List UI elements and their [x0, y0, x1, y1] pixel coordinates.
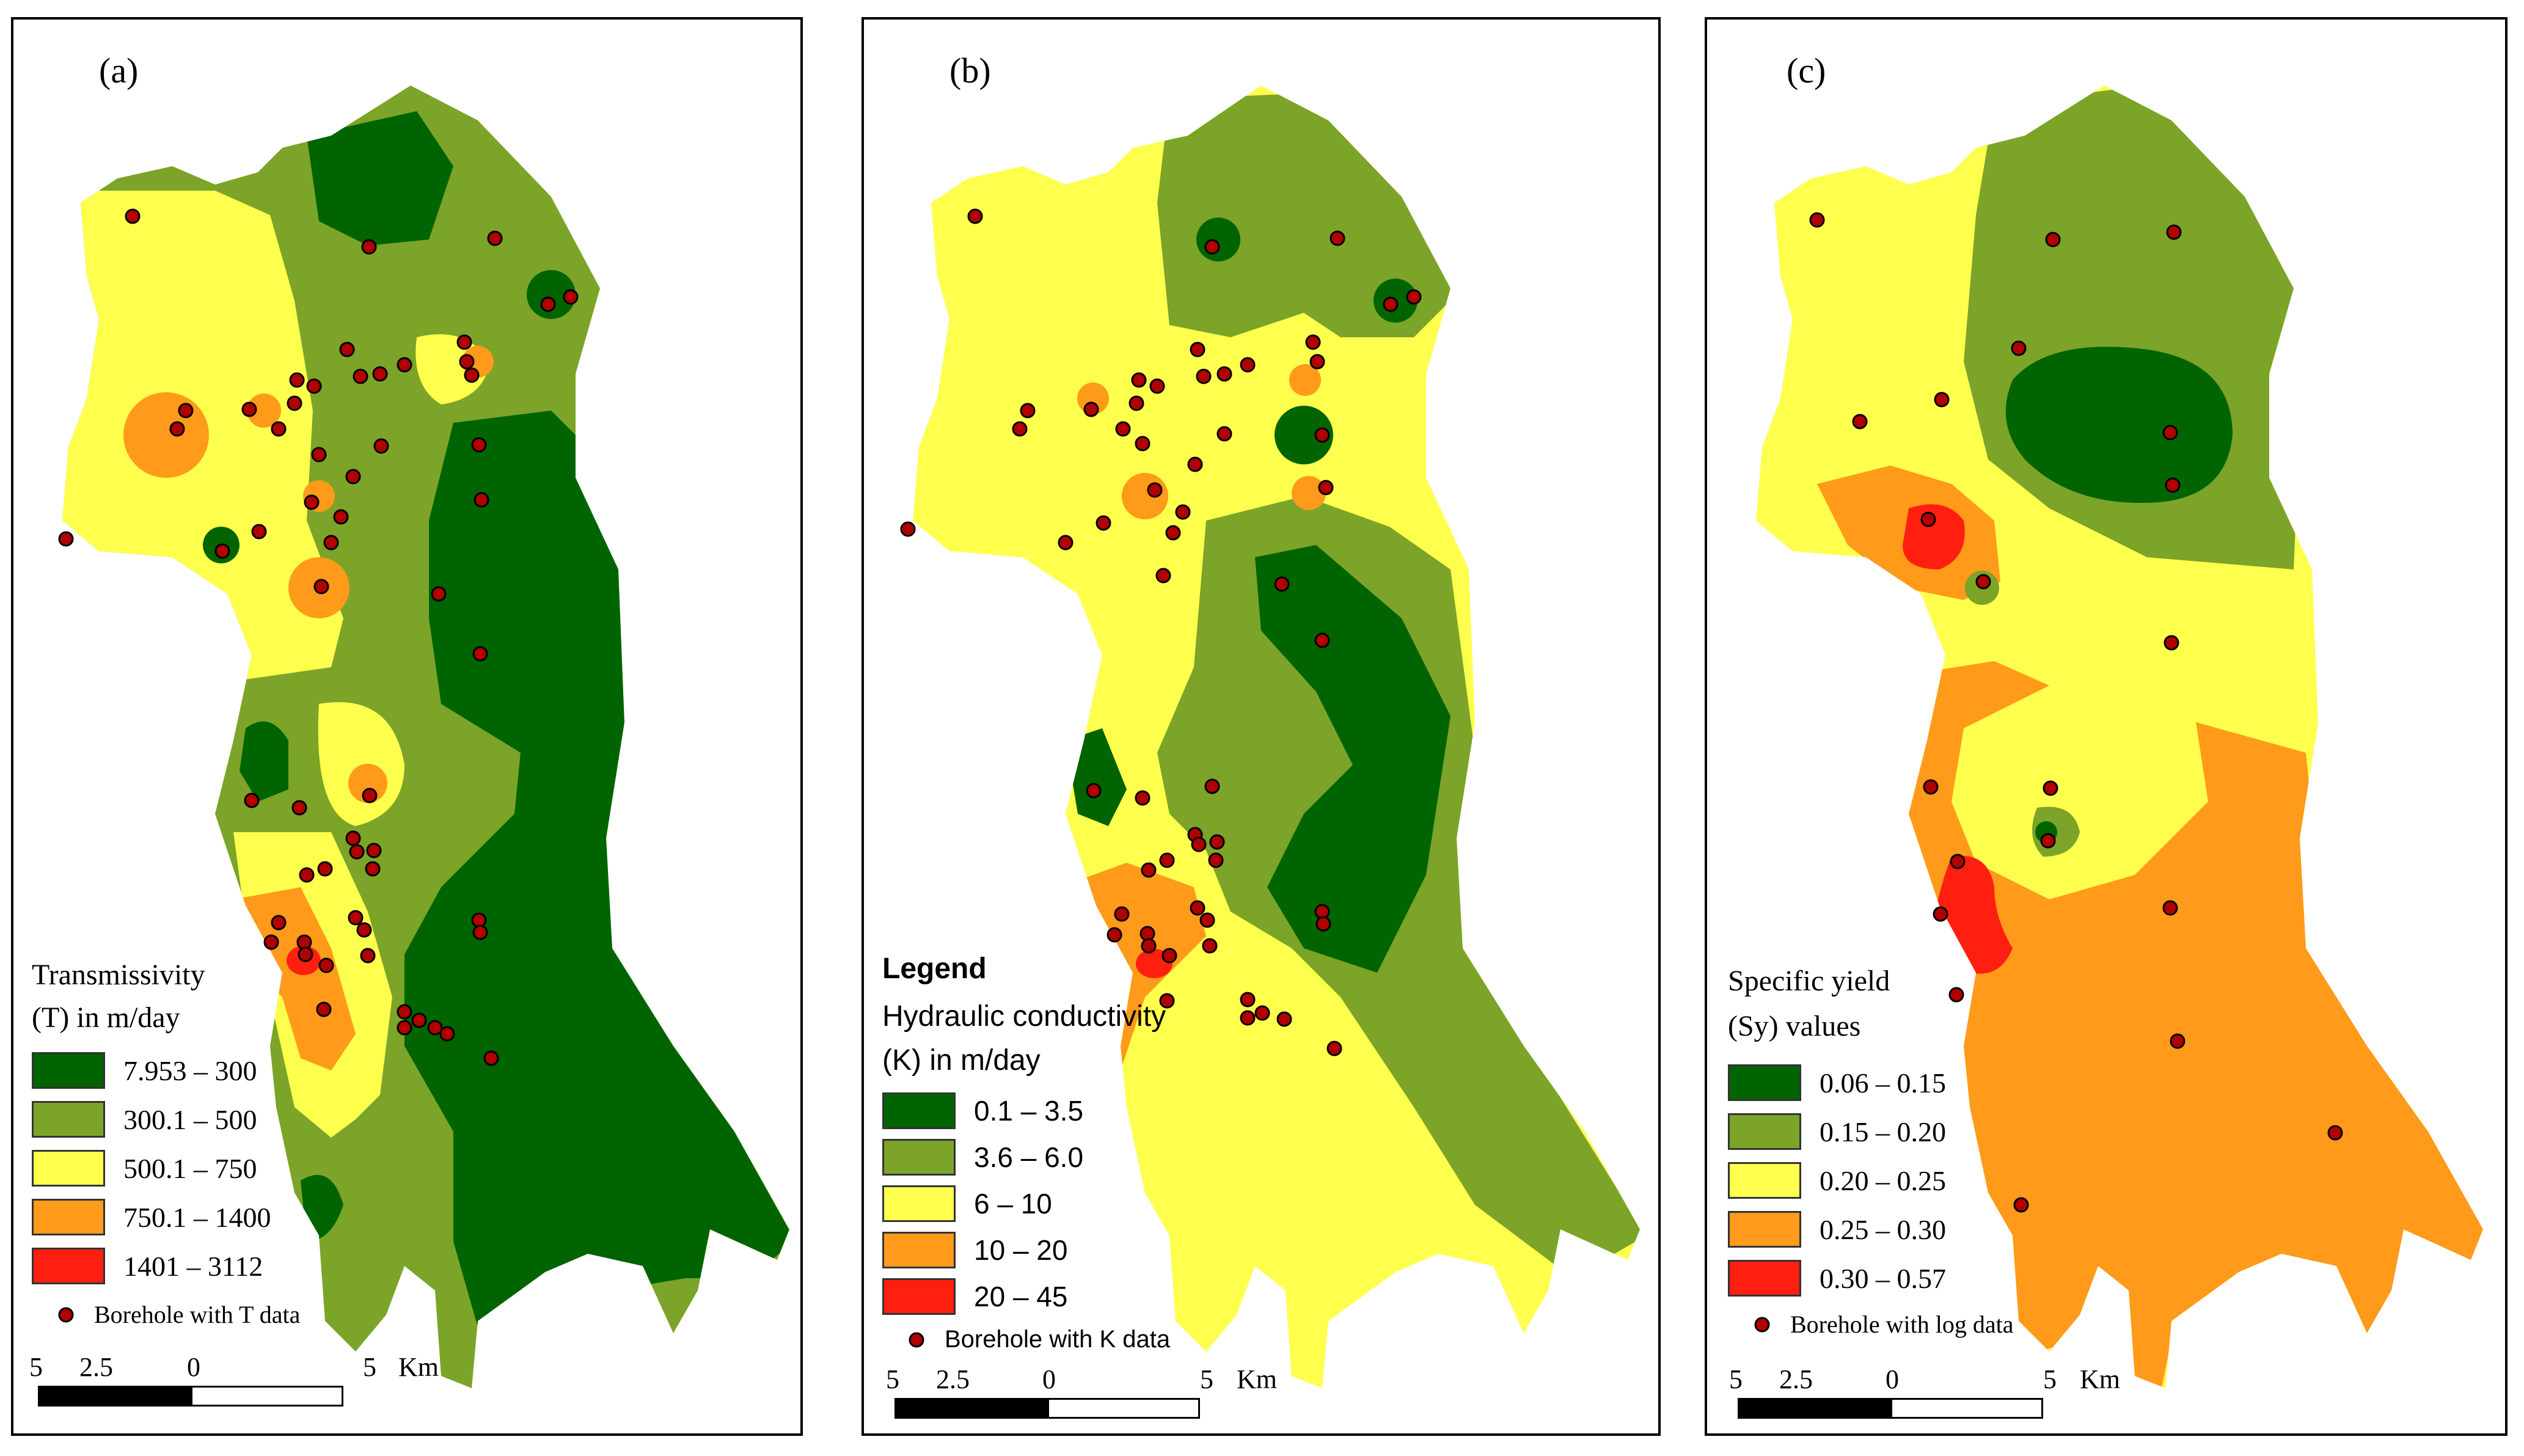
- legend-swatch: [1728, 1113, 1801, 1150]
- legend-class-2: 300.1 – 500: [32, 1101, 257, 1138]
- scale-label: 5: [1200, 1364, 1213, 1394]
- legend-heading: Legend: [882, 953, 987, 985]
- scale-label: 0: [187, 1352, 200, 1382]
- legend-title-line-1: Specific yield: [1728, 965, 1890, 997]
- panel-label: (b): [949, 51, 991, 90]
- legend-class-4: 10 – 20: [882, 1232, 1067, 1268]
- legend: Specific yield (Sy) values 0.06 – 0.15 0…: [1728, 967, 2156, 1358]
- legend-range: 0.25 – 0.30: [1820, 1213, 1946, 1245]
- scale-bar-black: [38, 1386, 191, 1407]
- borehole-label: Borehole with log data: [1790, 1311, 2014, 1338]
- legend-swatch: [882, 1092, 956, 1129]
- scale-bar: 5 2.5 0 5 Km: [1725, 1364, 2153, 1425]
- legend-range: 0.06 – 0.15: [1820, 1067, 1946, 1099]
- scale-bar-black: [1738, 1398, 1890, 1419]
- scale-label: Km: [1237, 1364, 1277, 1394]
- legend-swatch: [882, 1232, 956, 1268]
- transmissivity-map: [58, 86, 789, 1388]
- legend-range: 500.1 – 750: [123, 1152, 257, 1184]
- scale-label: 2.5: [936, 1364, 970, 1394]
- scale-label: 2.5: [1779, 1364, 1813, 1394]
- scale-label: 5: [886, 1364, 899, 1394]
- legend-class-2: 3.6 – 6.0: [882, 1139, 1083, 1176]
- legend-swatch: [1728, 1162, 1801, 1199]
- legend-range: 0.30 – 0.57: [1820, 1262, 1946, 1294]
- borehole-label: Borehole with K data: [945, 1326, 1171, 1353]
- scale-bar: 5 2.5 0 5 Km: [26, 1352, 439, 1413]
- legend-class-2: 0.15 – 0.20: [1728, 1113, 1946, 1150]
- borehole-label: Borehole with T data: [94, 1301, 301, 1328]
- legend-range: 0.1 – 3.5: [974, 1095, 1084, 1127]
- legend-class-1: 0.1 – 3.5: [882, 1092, 1083, 1129]
- legend-title-line-2: (T) in m/day: [32, 1001, 180, 1034]
- legend-swatch: [1728, 1211, 1801, 1248]
- legend-class-3: 0.20 – 0.25: [1728, 1162, 1946, 1199]
- scale-bar: 5 2.5 0 5 Km: [882, 1364, 1310, 1425]
- borehole-icon: [909, 1332, 924, 1347]
- legend: Transmissivity (T) in m/day 7.953 – 300 …: [32, 960, 398, 1339]
- legend-range: 300.1 – 500: [123, 1103, 257, 1135]
- map-panel-a: (a) Transmissivity (T) in m/day 7.953 – …: [11, 17, 803, 1436]
- scale-label: 5: [1729, 1364, 1743, 1394]
- scale-bar-white: [191, 1386, 343, 1407]
- legend-borehole: Borehole with K data: [907, 1326, 1170, 1353]
- scale-bar-white: [1047, 1398, 1200, 1419]
- legend-range: 0.20 – 0.25: [1820, 1165, 1946, 1196]
- legend-swatch: [882, 1139, 956, 1176]
- legend-range: 0.15 – 0.20: [1820, 1116, 1946, 1147]
- scale-bar-white: [1890, 1398, 2043, 1419]
- legend-class-5: 1401 – 3112: [32, 1248, 263, 1284]
- scale-label: 0: [1886, 1364, 1899, 1394]
- scale-label: 0: [1042, 1364, 1056, 1394]
- legend-borehole: Borehole with log data: [1752, 1310, 2013, 1339]
- legend-class-3: 6 – 10: [882, 1185, 1052, 1222]
- legend-swatch: [32, 1248, 105, 1284]
- legend-range: 6 – 10: [974, 1188, 1052, 1220]
- legend-swatch: [32, 1150, 105, 1187]
- legend-swatch: [32, 1101, 105, 1138]
- legend: Legend Hydraulic conductivity (K) in m/d…: [882, 954, 1310, 1382]
- legend-swatch: [1728, 1260, 1801, 1297]
- legend-swatch: [32, 1199, 105, 1235]
- legend-title-line-2: (K) in m/day: [882, 1044, 1041, 1077]
- scale-label: 2.5: [79, 1352, 113, 1382]
- legend-range: 20 – 45: [974, 1281, 1068, 1312]
- map-panel-b: (b) Legend Hydraulic conductivity (K) in…: [861, 17, 1661, 1436]
- scale-label: 5: [29, 1352, 43, 1382]
- legend-title-line-1: Transmissivity: [32, 959, 205, 991]
- legend-swatch: [882, 1278, 956, 1315]
- scale-label: 5: [2043, 1364, 2057, 1394]
- legend-range: 7.953 – 300: [123, 1055, 257, 1086]
- panel-label: (c): [1787, 51, 1826, 90]
- borehole-icon: [1754, 1317, 1770, 1332]
- legend-class-5: 20 – 45: [882, 1278, 1067, 1315]
- legend-class-4: 0.25 – 0.30: [1728, 1211, 1946, 1248]
- legend-range: 750.1 – 1400: [123, 1201, 271, 1233]
- legend-range: 3.6 – 6.0: [974, 1141, 1084, 1173]
- scale-label: Km: [398, 1352, 439, 1382]
- legend-class-1: 0.06 – 0.15: [1728, 1064, 1946, 1101]
- scale-bar-black: [894, 1398, 1047, 1419]
- legend-swatch: [1728, 1064, 1801, 1101]
- legend-swatch: [32, 1052, 105, 1089]
- legend-class-3: 500.1 – 750: [32, 1150, 257, 1187]
- legend-class-1: 7.953 – 300: [32, 1052, 257, 1089]
- legend-range: 1401 – 3112: [123, 1250, 263, 1282]
- legend-borehole: Borehole with T data: [56, 1300, 300, 1329]
- panel-label: (a): [99, 51, 139, 90]
- borehole-icon: [58, 1307, 74, 1322]
- legend-range: 10 – 20: [974, 1234, 1068, 1266]
- map-panel-c: (c) Specific yield (Sy) values 0.06 – 0.…: [1705, 17, 2508, 1436]
- legend-title-line-1: Hydraulic conductivity: [882, 1000, 1166, 1033]
- legend-class-4: 750.1 – 1400: [32, 1199, 271, 1235]
- legend-swatch: [882, 1185, 956, 1222]
- specific-yield-map: [1756, 86, 2483, 1388]
- legend-class-5: 0.30 – 0.57: [1728, 1260, 1946, 1297]
- scale-label: Km: [2080, 1364, 2120, 1394]
- scale-label: 5: [363, 1352, 376, 1382]
- hydraulic-conductivity-map: [900, 86, 1640, 1388]
- legend-title-line-2: (Sy) values: [1728, 1010, 1861, 1042]
